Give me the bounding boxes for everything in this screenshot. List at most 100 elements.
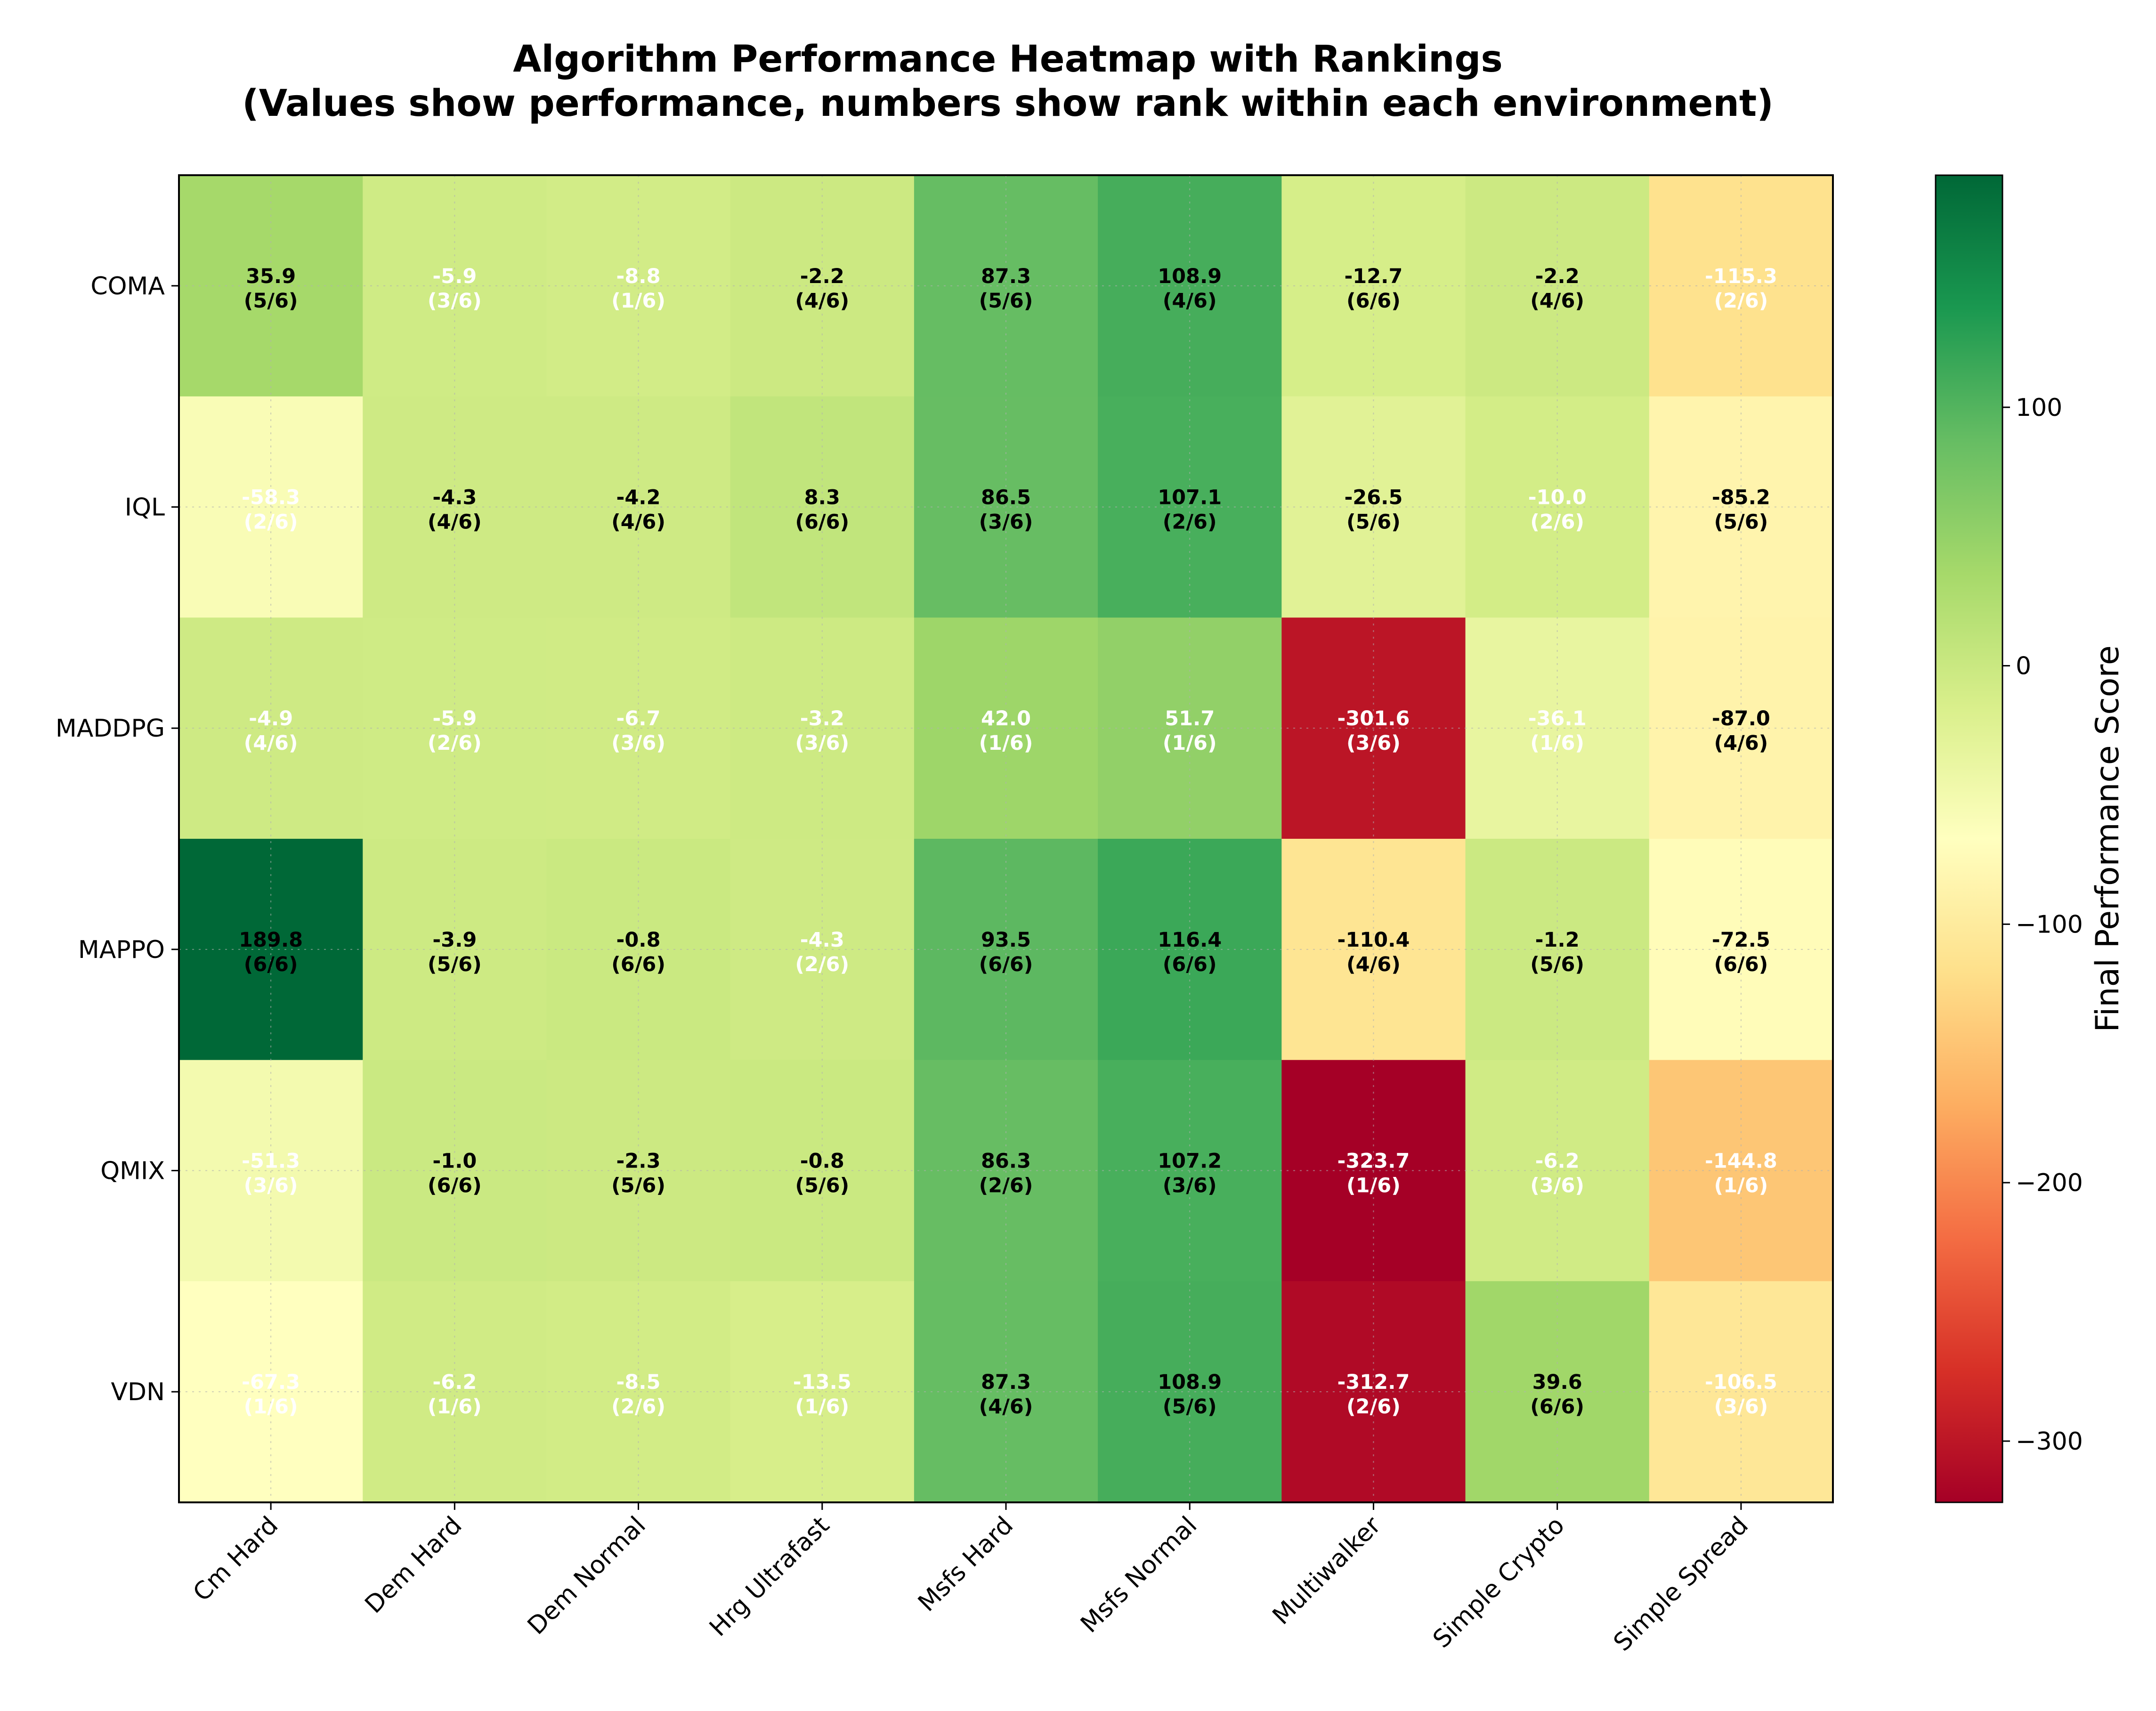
cell-value-label: -4.3	[800, 928, 844, 952]
x-tick-label: Multiwalker	[1267, 1511, 1386, 1630]
cell-rank-label: (1/6)	[1163, 731, 1217, 755]
cell-rank-label: (5/6)	[1163, 1395, 1217, 1419]
cell-value-label: -67.3	[242, 1370, 300, 1394]
colorbar-tick-label: −300	[2016, 1427, 2083, 1456]
cell-labels: 35.9(5/6)-5.9(3/6)-8.8(1/6)-2.2(4/6)87.3…	[239, 265, 1777, 1419]
cell-rank-label: (4/6)	[979, 1395, 1033, 1419]
x-tick-label: Msfs Hard	[913, 1511, 1019, 1617]
cell-value-label: 116.4	[1158, 928, 1222, 952]
x-tick-label: Dem Normal	[522, 1511, 651, 1640]
cell-rank-label: (4/6)	[611, 511, 665, 534]
cell-value-label: -110.4	[1337, 928, 1410, 952]
cell-rank-label: (6/6)	[795, 511, 849, 534]
y-tick-label: COMA	[90, 272, 165, 300]
cell-value-label: -72.5	[1712, 928, 1770, 952]
x-tick-label: Cm Hard	[188, 1511, 284, 1607]
cell-rank-label: (2/6)	[1163, 511, 1217, 534]
cell-rank-label: (6/6)	[611, 953, 665, 976]
cell-rank-label: (5/6)	[611, 1174, 665, 1198]
cell-value-label: 86.5	[981, 486, 1031, 510]
cell-value-label: -4.2	[616, 486, 661, 510]
cell-rank-label: (1/6)	[1714, 1174, 1768, 1198]
cell-value-label: 86.3	[981, 1150, 1031, 1173]
cell-value-label: 51.7	[1165, 707, 1215, 730]
y-tick-label: IQL	[125, 494, 165, 522]
cell-value-label: 107.1	[1158, 486, 1222, 510]
x-tick-label: Dem Hard	[360, 1511, 468, 1619]
y-tick-label: MAPPO	[78, 936, 165, 964]
cell-value-label: 189.8	[239, 928, 303, 952]
cell-value-label: 35.9	[246, 265, 296, 288]
colorbar-tick-label: 0	[2016, 652, 2031, 681]
cell-rank-label: (3/6)	[979, 511, 1033, 534]
cell-rank-label: (1/6)	[428, 1395, 482, 1419]
cell-value-label: -5.9	[432, 707, 477, 730]
cell-rank-label: (1/6)	[611, 289, 665, 313]
cell-value-label: -8.5	[616, 1370, 661, 1394]
colorbar	[1935, 174, 2003, 1503]
cell-rank-label: (2/6)	[795, 953, 849, 976]
cell-rank-label: (3/6)	[795, 731, 849, 755]
cell-rank-label: (1/6)	[795, 1395, 849, 1419]
cell-value-label: -6.7	[616, 707, 661, 730]
x-axis-ticks: Cm Hard Dem Hard Dem Normal Hrg Ultrafast Ms…	[188, 1502, 1754, 1657]
cell-rank-label: (4/6)	[795, 289, 849, 313]
cell-value-label: 87.3	[981, 1370, 1031, 1394]
cell-rank-label: (4/6)	[1714, 731, 1768, 755]
cell-rank-label: (2/6)	[244, 511, 298, 534]
cell-value-label: -0.8	[800, 1150, 844, 1173]
cell-value-label: -8.8	[616, 265, 661, 288]
x-tick-label: Msfs Normal	[1075, 1511, 1202, 1638]
cell-value-label: -106.5	[1705, 1370, 1777, 1394]
cell-value-label: 93.5	[981, 928, 1031, 952]
cell-value-label: -301.6	[1337, 707, 1410, 730]
cell-value-label: -6.2	[1535, 1150, 1580, 1173]
cell-rank-label: (4/6)	[244, 731, 298, 755]
cell-value-label: -2.2	[800, 265, 844, 288]
cell-rank-label: (2/6)	[611, 1395, 665, 1419]
cell-value-label: -312.7	[1337, 1370, 1410, 1394]
cell-rank-label: (3/6)	[1163, 1174, 1217, 1198]
x-tick-label: Hrg Ultrafast	[704, 1511, 835, 1642]
cell-value-label: -87.0	[1712, 707, 1770, 730]
cell-rank-label: (5/6)	[1530, 953, 1584, 976]
cell-value-label: -2.3	[616, 1150, 661, 1173]
cell-rank-label: (3/6)	[1346, 731, 1401, 755]
cell-rank-label: (6/6)	[1346, 289, 1401, 313]
cell-value-label: -1.0	[432, 1150, 477, 1173]
cell-value-label: -323.7	[1337, 1150, 1410, 1173]
cell-rank-label: (4/6)	[428, 511, 482, 534]
cell-rank-label: (6/6)	[1530, 1395, 1584, 1419]
cell-rank-label: (3/6)	[428, 289, 482, 313]
cell-value-label: -26.5	[1344, 486, 1402, 510]
cell-value-label: -4.3	[432, 486, 477, 510]
y-tick-label: VDN	[111, 1378, 165, 1406]
cell-value-label: -1.2	[1535, 928, 1580, 952]
colorbar-ticks: 100 0 −100 −200 −300	[2002, 394, 2083, 1456]
cell-value-label: -144.8	[1705, 1150, 1777, 1173]
cell-value-label: -4.9	[249, 707, 293, 730]
colorbar-label: Final Performance Score	[2089, 645, 2126, 1032]
cell-value-label: 42.0	[981, 707, 1031, 730]
cell-rank-label: (6/6)	[244, 953, 298, 976]
chart-subtitle: (Values show performance, numbers show r…	[242, 82, 1774, 125]
colorbar-tick-label: −100	[2016, 910, 2083, 939]
cell-value-label: -3.2	[800, 707, 844, 730]
cell-rank-label: (6/6)	[428, 1174, 482, 1198]
cell-value-label: 87.3	[981, 265, 1031, 288]
cell-rank-label: (4/6)	[1346, 953, 1401, 976]
cell-value-label: -36.1	[1528, 707, 1587, 730]
cell-value-label: -12.7	[1344, 265, 1402, 288]
cell-value-label: -2.2	[1535, 265, 1580, 288]
cell-value-label: -5.9	[432, 265, 477, 288]
cell-value-label: -13.5	[793, 1370, 851, 1394]
cell-rank-label: (6/6)	[1714, 953, 1768, 976]
cell-value-label: 8.3	[804, 486, 840, 510]
cell-value-label: -115.3	[1705, 265, 1777, 288]
cell-rank-label: (3/6)	[1530, 1174, 1584, 1198]
cell-value-label: 39.6	[1532, 1370, 1582, 1394]
cell-value-label: 107.2	[1158, 1150, 1222, 1173]
cell-rank-label: (1/6)	[1530, 731, 1584, 755]
cell-rank-label: (6/6)	[1163, 953, 1217, 976]
cell-rank-label: (5/6)	[795, 1174, 849, 1198]
